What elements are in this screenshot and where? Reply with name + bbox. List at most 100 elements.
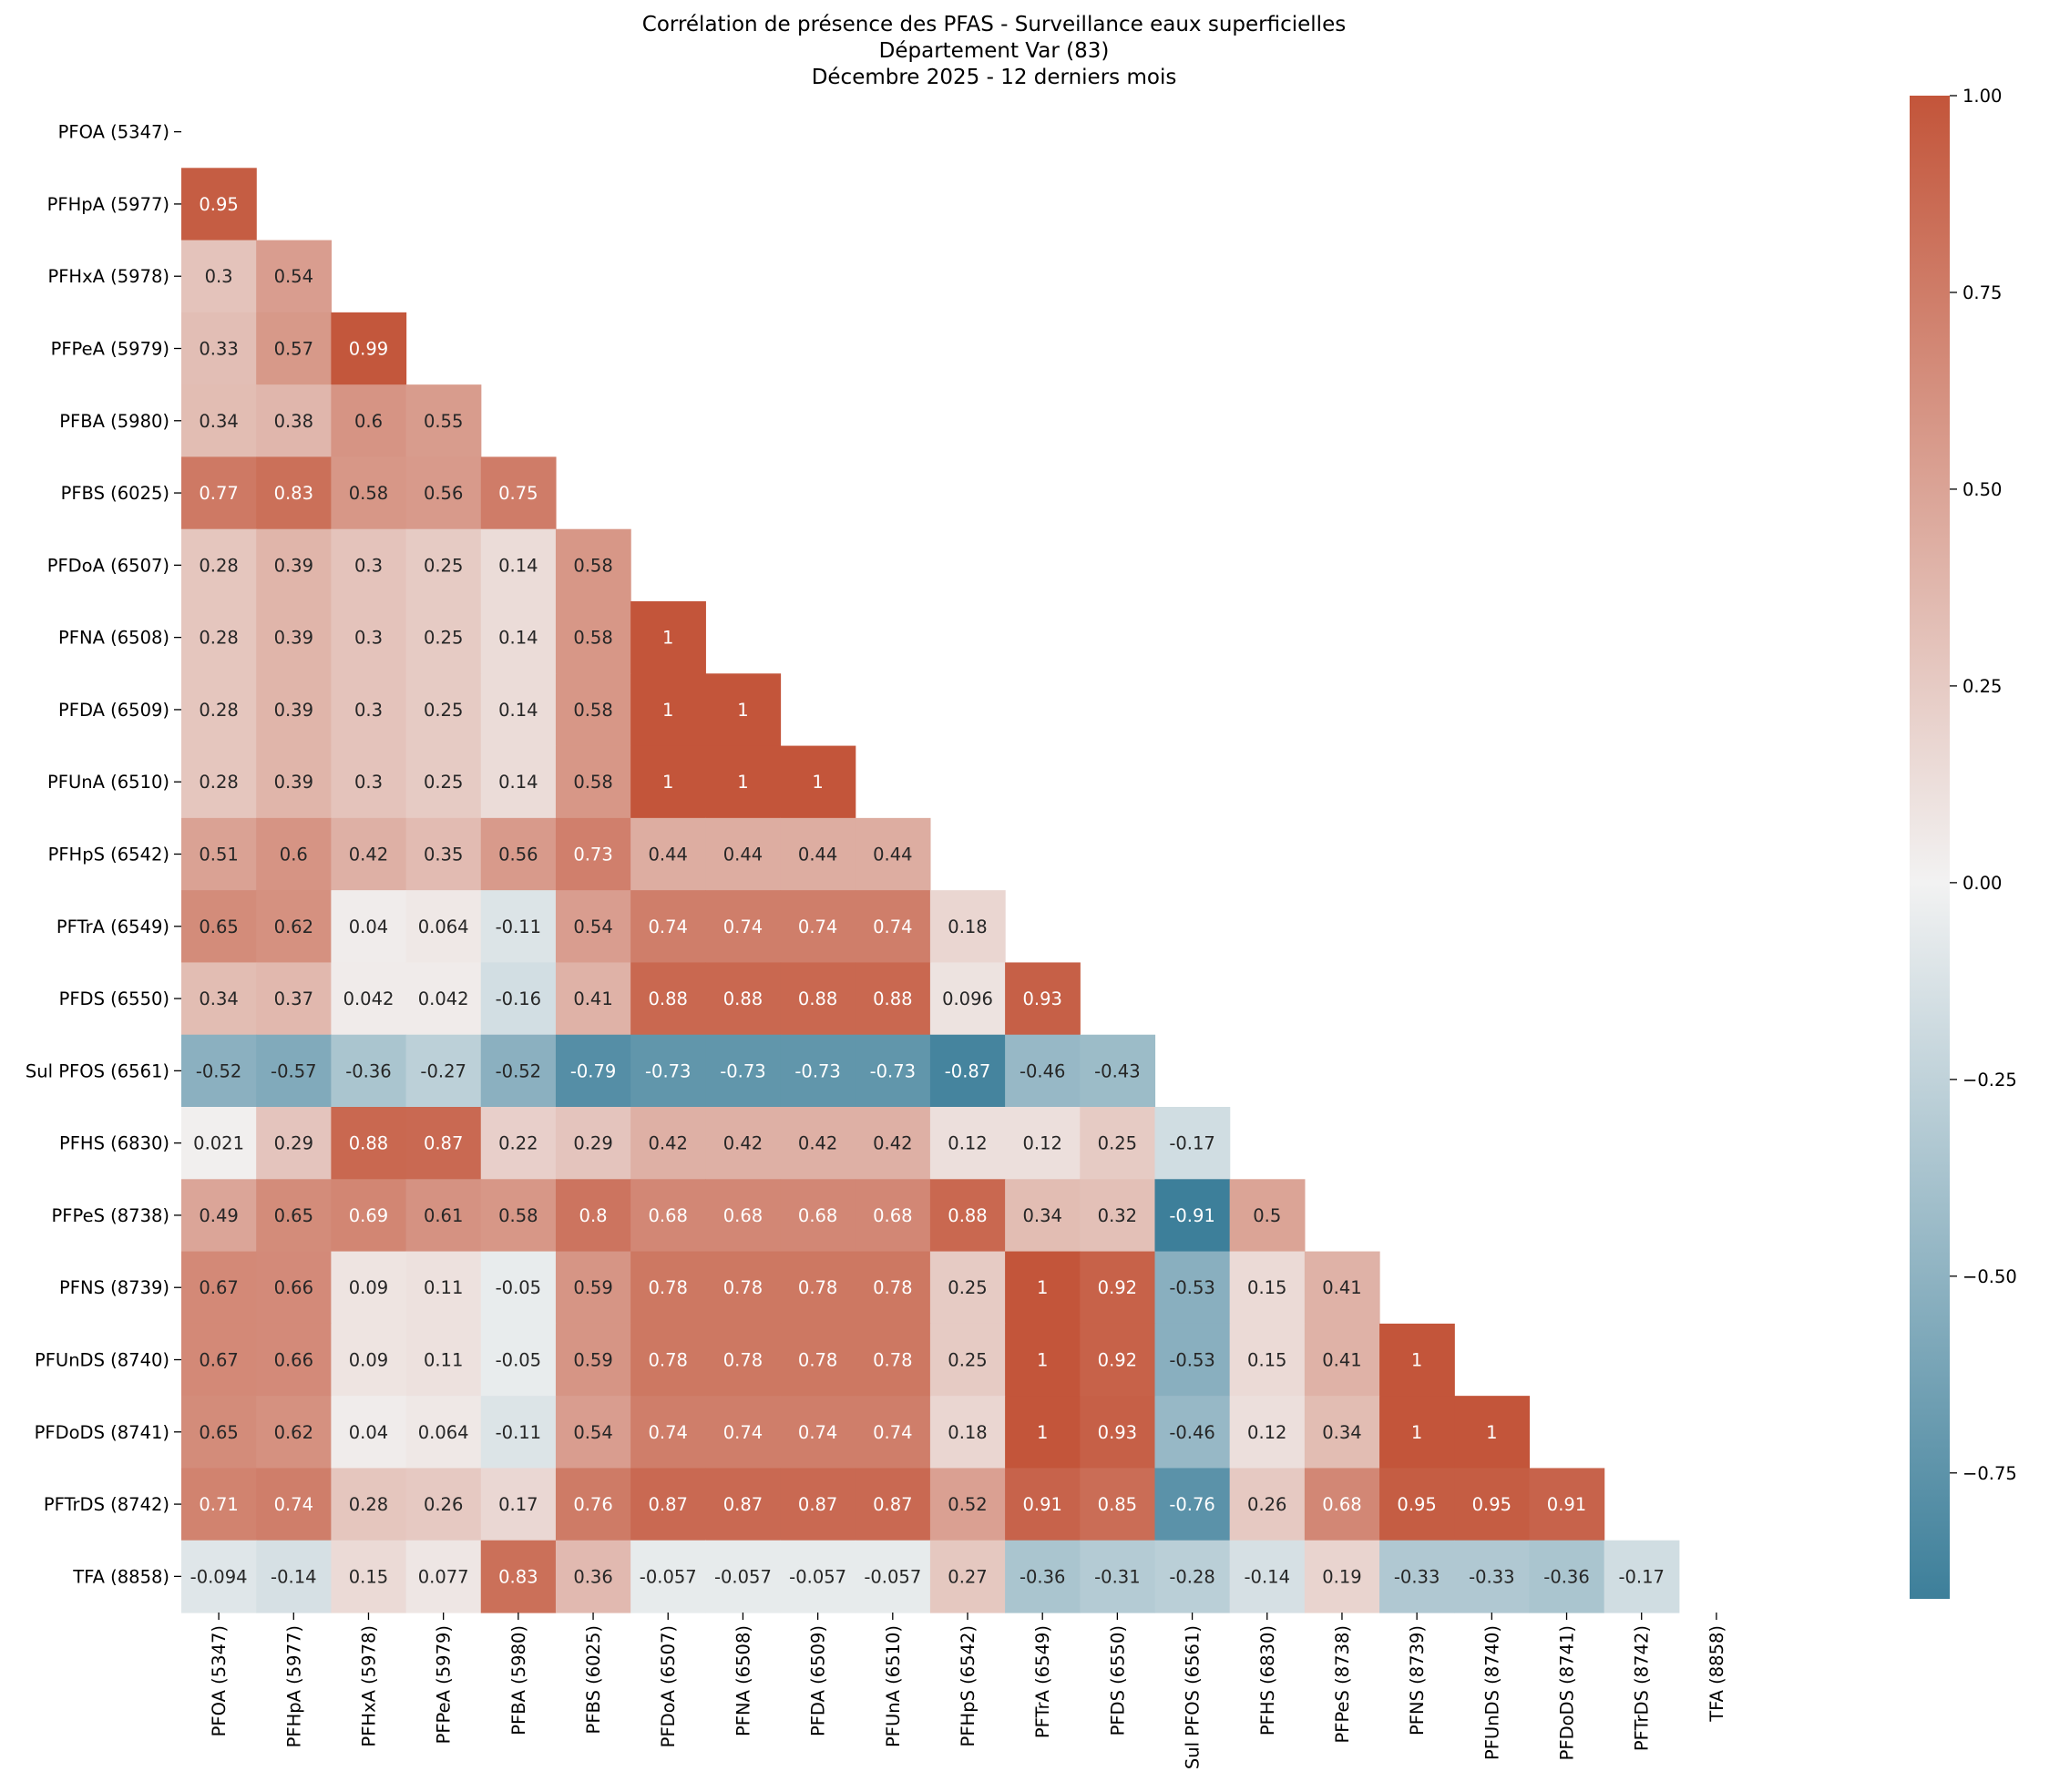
heatmap-cell [780,1396,856,1469]
heatmap-cell [331,1540,407,1613]
heatmap-cell [555,528,631,602]
colorbar-gradient [1910,96,1950,1599]
heatmap-cell [256,1251,332,1325]
heatmap-cell [705,745,782,819]
cell-label: -0.11 [496,916,541,937]
heatmap-cell [630,1396,706,1469]
cell-label: 0.8 [579,1205,608,1226]
heatmap-cell [630,890,706,964]
y-tick-label: PFHpA (5977) [47,194,169,215]
y-tick-label: PFBA (5980) [59,411,169,432]
cell-label: 0.74 [873,1422,912,1443]
cell-label: 0.74 [723,916,763,937]
colorbar-tick-label: −0.25 [1962,1070,2017,1091]
heatmap-cell [480,1107,557,1180]
cell-label: 0.58 [573,700,612,721]
colorbar: 1.00 0.75 0.50 0.25 0.00 −0.25 −0.50 −0.75 [1910,86,2017,1599]
cell-label: -0.094 [190,1566,248,1587]
heatmap-cell [256,456,332,530]
cell-label: -0.14 [1245,1566,1290,1587]
heatmap-cell [405,456,482,530]
cell-label: 0.78 [723,1350,763,1371]
cell-label: 0.25 [424,628,463,649]
heatmap-cell [480,1323,557,1397]
heatmap-cell [256,1179,332,1253]
heatmap-cell [181,601,257,674]
heatmap-cell [630,1034,706,1108]
cell-label: 0.14 [498,700,538,721]
cell-label: 0.58 [498,1205,538,1226]
cell-label: 0.74 [798,916,837,937]
heatmap-cell [555,1468,631,1541]
cell-label: 1 [1411,1350,1422,1371]
x-tick-label: PFNS (8739) [1407,1625,1428,1736]
cell-label: 0.52 [948,1494,987,1515]
cell-label: 1 [1037,1277,1048,1298]
heatmap-cell [630,1540,706,1613]
heatmap-cell [1304,1251,1380,1325]
heatmap-cell [1379,1323,1455,1397]
heatmap-cell [1154,1179,1231,1253]
cell-label: 0.88 [723,988,763,1009]
heatmap-cell [630,673,706,747]
heatmap-cell [555,962,631,1036]
heatmap-cell [929,962,1006,1036]
cell-label: 0.78 [723,1277,763,1298]
cell-label: -0.73 [794,1060,840,1081]
cell-label: -0.73 [870,1060,916,1081]
y-axis-ticks: PFOA (5347) PFHpA (5977) PFHxA (5978) PFPeA… [26,122,181,1587]
y-tick-label: PFTrDS (8742) [44,1494,169,1515]
cell-label: 0.096 [942,988,993,1009]
heatmap-cell [780,1323,856,1397]
cell-label: 0.11 [424,1277,463,1298]
heatmap-cell [555,601,631,674]
heatmap-cell [1229,1323,1306,1397]
cell-label: 1 [1411,1422,1422,1443]
cell-label: 0.04 [349,1422,388,1443]
cell-label: 0.28 [199,700,238,721]
cell-label: 0.34 [199,411,238,432]
cell-label: 0.25 [424,772,463,793]
cell-label: 0.3 [354,772,383,793]
heatmap-cell [705,1468,782,1541]
x-tick-label: PFTrA (6549) [1032,1625,1053,1738]
heatmap-cell [780,1179,856,1253]
cell-label: -0.79 [570,1060,616,1081]
cell-label: -0.52 [496,1060,541,1081]
cell-label: 0.91 [1547,1494,1586,1515]
cell-label: 0.66 [274,1277,313,1298]
cell-label: 0.76 [573,1494,612,1515]
x-tick-label: PFDA (6509) [808,1625,829,1736]
heatmap-cell [256,601,332,674]
heatmap-cell [630,601,706,674]
cell-label: 0.25 [424,700,463,721]
cell-label: 0.35 [424,845,463,865]
cell-label: 0.78 [649,1277,688,1298]
cell-label: 0.39 [274,772,313,793]
heatmap-cell [1604,1540,1680,1613]
cell-label: -0.43 [1094,1060,1140,1081]
heatmap-cell [331,456,407,530]
heatmap-cell [1080,1251,1156,1325]
heatmap-cell [181,1468,257,1541]
heatmap-cell [480,1251,557,1325]
heatmap-cell [331,962,407,1036]
cell-label: -0.36 [1543,1566,1589,1587]
x-tick-label: PFTrDS (8742) [1632,1625,1653,1751]
cell-label: 0.83 [274,483,313,504]
heatmap-cell [331,384,407,458]
heatmap-cell [780,890,856,964]
cell-label: 0.87 [873,1494,912,1515]
cell-label: 0.54 [274,266,313,287]
heatmap-cell [780,1107,856,1180]
heatmap-cell [181,1107,257,1180]
heatmap-cell [256,745,332,819]
cell-label: 0.3 [354,700,383,721]
heatmap-cell [256,240,332,313]
cell-label: 1 [812,772,823,793]
cell-label: 0.58 [349,483,388,504]
heatmap-cell [929,1540,1006,1613]
cell-label: 1 [737,772,748,793]
y-tick-label: PFDA (6509) [58,700,169,721]
